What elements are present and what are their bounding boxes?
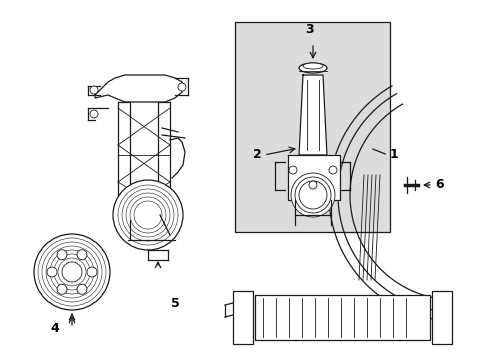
Text: 3: 3 (305, 23, 314, 36)
Bar (235, 22, 389, 232)
Text: 2: 2 (253, 148, 262, 162)
Circle shape (308, 181, 316, 189)
Circle shape (77, 250, 87, 260)
Circle shape (298, 181, 326, 209)
Circle shape (34, 234, 110, 310)
Circle shape (77, 284, 87, 294)
Circle shape (178, 83, 185, 91)
Circle shape (57, 284, 67, 294)
Polygon shape (118, 102, 130, 220)
Circle shape (57, 250, 67, 260)
Polygon shape (298, 75, 326, 155)
Circle shape (113, 180, 183, 250)
Circle shape (62, 262, 82, 282)
Circle shape (294, 177, 330, 213)
Circle shape (290, 173, 334, 217)
Ellipse shape (298, 63, 326, 73)
Text: 5: 5 (170, 297, 179, 310)
Circle shape (47, 267, 57, 277)
Circle shape (87, 267, 97, 277)
Circle shape (90, 110, 98, 118)
Polygon shape (158, 102, 170, 195)
Circle shape (328, 166, 336, 174)
Polygon shape (287, 155, 339, 200)
Ellipse shape (303, 63, 323, 69)
Bar (232, 291, 252, 344)
Circle shape (288, 166, 296, 174)
Bar (254, 295, 429, 340)
Text: 4: 4 (51, 322, 59, 335)
Text: 1: 1 (389, 148, 398, 162)
Circle shape (90, 86, 98, 94)
Bar (431, 291, 451, 344)
Text: 6: 6 (434, 179, 443, 192)
Polygon shape (95, 75, 182, 102)
